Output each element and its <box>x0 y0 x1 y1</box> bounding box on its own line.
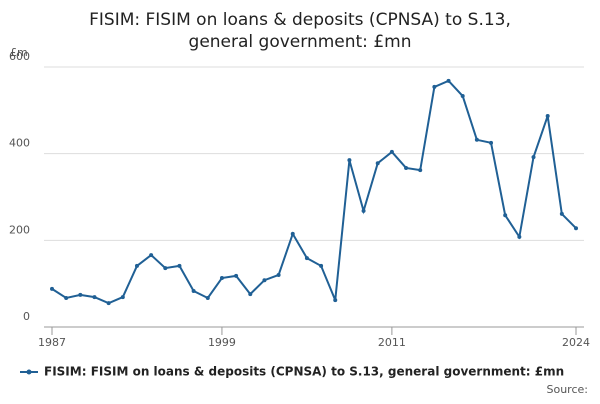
point <box>361 208 366 213</box>
point <box>559 211 564 216</box>
point <box>191 289 196 294</box>
y-tick-label: 0 <box>23 310 30 323</box>
x-tick-label: 2011 <box>378 336 406 349</box>
point <box>205 295 210 300</box>
point <box>78 292 83 297</box>
point <box>50 286 54 291</box>
point <box>234 273 239 278</box>
x-tick-label: 1999 <box>208 336 236 349</box>
point <box>545 113 550 118</box>
point <box>418 168 423 173</box>
x-tick-label: 2024 <box>562 336 590 349</box>
point <box>333 298 338 303</box>
point <box>262 278 267 283</box>
x-tick-label: 1987 <box>38 336 66 349</box>
chart-title: FISIM: FISIM on loans & deposits (CPNSA)… <box>89 10 511 52</box>
legend-marker <box>26 369 32 375</box>
point <box>460 94 465 99</box>
point <box>92 295 97 300</box>
point <box>389 149 394 154</box>
point <box>120 295 125 300</box>
point <box>276 273 281 277</box>
point <box>177 263 182 268</box>
y-tick-label: 600 <box>9 50 30 63</box>
point <box>503 213 508 218</box>
point <box>375 161 380 166</box>
point <box>517 234 522 239</box>
y-axis-label: £m <box>10 46 28 59</box>
point <box>489 140 494 145</box>
legend-label: FISIM: FISIM on loans & deposits (CPNSA)… <box>44 365 564 379</box>
point <box>134 263 139 268</box>
point <box>574 226 578 231</box>
y-tick-label: 200 <box>9 223 30 236</box>
point <box>531 155 536 160</box>
point <box>432 84 437 89</box>
point <box>248 292 253 297</box>
point <box>219 276 224 281</box>
y-tick-label: 400 <box>9 137 30 150</box>
point <box>163 266 168 271</box>
point <box>474 137 479 142</box>
point <box>290 231 295 236</box>
point <box>106 301 111 306</box>
point <box>404 165 409 170</box>
point <box>304 256 309 261</box>
point <box>64 295 69 300</box>
point <box>347 158 352 163</box>
point <box>446 78 451 83</box>
point <box>319 263 324 268</box>
source: Source: <box>547 383 589 396</box>
line <box>51 79 577 305</box>
point <box>149 253 154 258</box>
